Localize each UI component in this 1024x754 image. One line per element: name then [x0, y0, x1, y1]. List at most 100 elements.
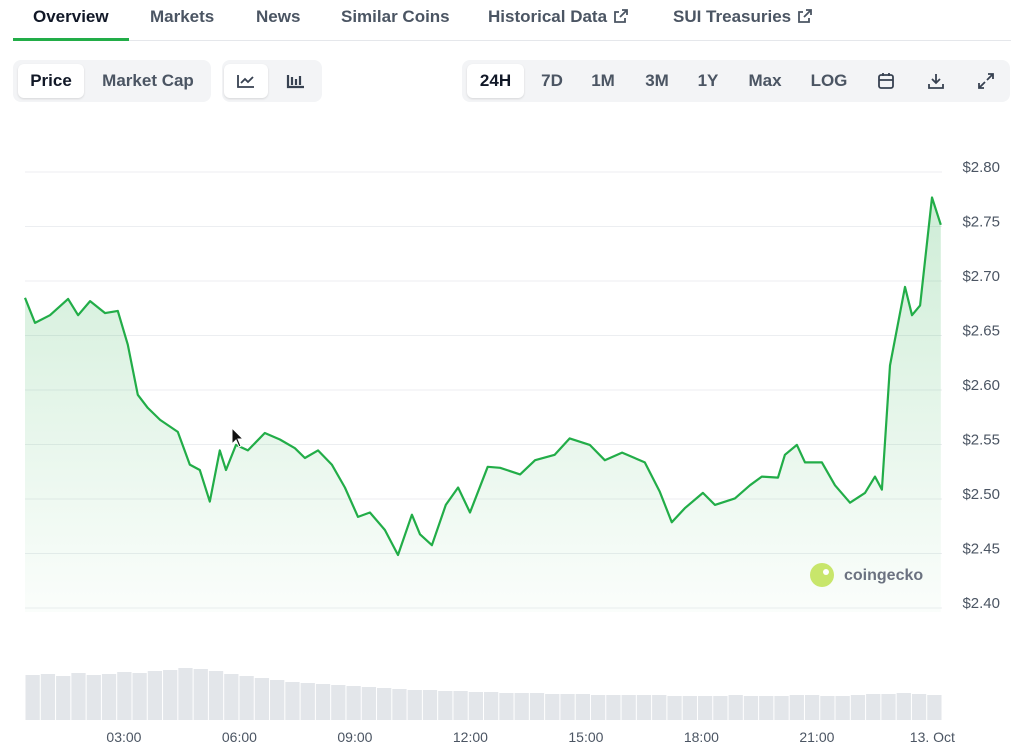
volume-bar [881, 694, 896, 720]
candle-icon [286, 75, 304, 89]
y-tick-label: $2.50 [962, 486, 1000, 503]
volume-bar [71, 673, 86, 720]
volume-bar [300, 683, 315, 720]
volume-bar [468, 692, 483, 720]
volume-bar [896, 693, 911, 720]
volume-bar [682, 696, 697, 720]
mouse-cursor [231, 426, 245, 448]
volume-bar [224, 674, 239, 720]
volume-bar [850, 695, 866, 720]
volume-bar [270, 680, 285, 720]
expand-button[interactable] [964, 64, 1008, 98]
range-button[interactable]: LOG [810, 71, 848, 90]
range-button[interactable]: 24H [467, 64, 524, 98]
volume-bar [590, 695, 606, 720]
volume-bar [331, 685, 346, 720]
volume-bar [560, 694, 575, 720]
line-icon [237, 75, 254, 88]
watermark-text: coingecko [844, 567, 923, 584]
volume-bar [514, 693, 529, 720]
volume-bar [575, 694, 590, 720]
volume-bar [927, 695, 942, 720]
volume-bar [178, 668, 193, 720]
volume-bar [117, 672, 132, 720]
tab[interactable]: Markets [150, 7, 215, 26]
volume-bar [285, 682, 300, 720]
volume-bar [346, 686, 361, 720]
volume-bar [652, 695, 667, 720]
price-area [25, 197, 941, 612]
volume-bar [820, 696, 835, 720]
volume-bar [835, 696, 850, 720]
y-tick-label: $2.40 [962, 595, 1000, 612]
volume-bar [866, 694, 881, 720]
x-tick-label: 03:00 [106, 729, 141, 745]
line-chart-button[interactable] [224, 64, 268, 98]
x-tick-label: 09:00 [337, 729, 372, 745]
volume-bar [132, 673, 147, 720]
tab[interactable]: SUI Treasuries [673, 7, 813, 27]
volume-bar [484, 692, 499, 720]
range-button[interactable]: 7D [541, 71, 563, 90]
volume-bar [804, 695, 820, 720]
watermark-logo-eye [823, 569, 829, 575]
volume-bar [438, 691, 453, 720]
external-link-icon [798, 9, 813, 23]
tab[interactable]: News [256, 7, 301, 26]
volume-bar [422, 690, 438, 720]
tab[interactable]: Historical Data [488, 7, 629, 27]
watermark: coingecko [810, 563, 923, 587]
volume-bar [667, 696, 682, 720]
tab[interactable]: Similar Coins [341, 7, 450, 26]
volume-bar [254, 678, 270, 720]
volume-bar [56, 676, 71, 720]
range-button[interactable]: Max [748, 71, 782, 90]
candle-chart-button[interactable] [274, 64, 318, 98]
expand-icon [978, 73, 994, 89]
y-tick-label: $2.55 [962, 432, 1000, 449]
volume-bar [239, 676, 254, 720]
volume-bar [529, 693, 545, 720]
x-tick-label: 15:00 [568, 729, 603, 745]
tab-divider [13, 40, 1011, 41]
y-tick-label: $2.80 [962, 159, 1000, 176]
volume-bar [25, 675, 40, 720]
range-group [462, 60, 1010, 102]
download-button[interactable] [914, 64, 958, 98]
metric-button[interactable]: Market Cap [102, 71, 194, 90]
x-tick-label: 21:00 [799, 729, 834, 745]
y-tick-label: $2.60 [962, 377, 1000, 394]
external-link-icon [614, 9, 628, 23]
y-tick-label: $2.45 [962, 541, 1000, 558]
volume-bar [86, 675, 101, 720]
range-button[interactable]: 3M [645, 71, 669, 90]
range-button[interactable]: 1Y [697, 71, 719, 90]
y-tick-label: $2.65 [962, 323, 1000, 340]
volume-bar [774, 696, 789, 720]
y-tick-label: $2.70 [962, 268, 1000, 285]
volume-bar [743, 696, 759, 720]
watermark-logo [810, 563, 834, 587]
volume-bar [377, 688, 392, 720]
volume-bar [789, 695, 804, 720]
tab[interactable]: Overview [33, 7, 109, 26]
calendar-button[interactable] [864, 64, 908, 98]
volume-bar [361, 687, 377, 720]
volume-bar [499, 693, 514, 720]
range-button[interactable]: 1M [591, 71, 615, 90]
volume-bar [147, 671, 163, 720]
volume-bar [315, 684, 331, 720]
metric-button[interactable]: Price [18, 64, 84, 98]
volume-bar [759, 696, 774, 720]
volume-bar [728, 695, 743, 720]
volume-bar [208, 671, 224, 720]
volume-bar [40, 674, 56, 720]
x-tick-label: 13. Oct [910, 729, 955, 745]
volume-bar [621, 695, 636, 720]
download-icon [928, 74, 944, 89]
volume-bar [545, 694, 560, 720]
calendar-icon [878, 73, 894, 89]
x-tick-label: 06:00 [222, 729, 257, 745]
y-tick-label: $2.75 [962, 214, 1000, 231]
